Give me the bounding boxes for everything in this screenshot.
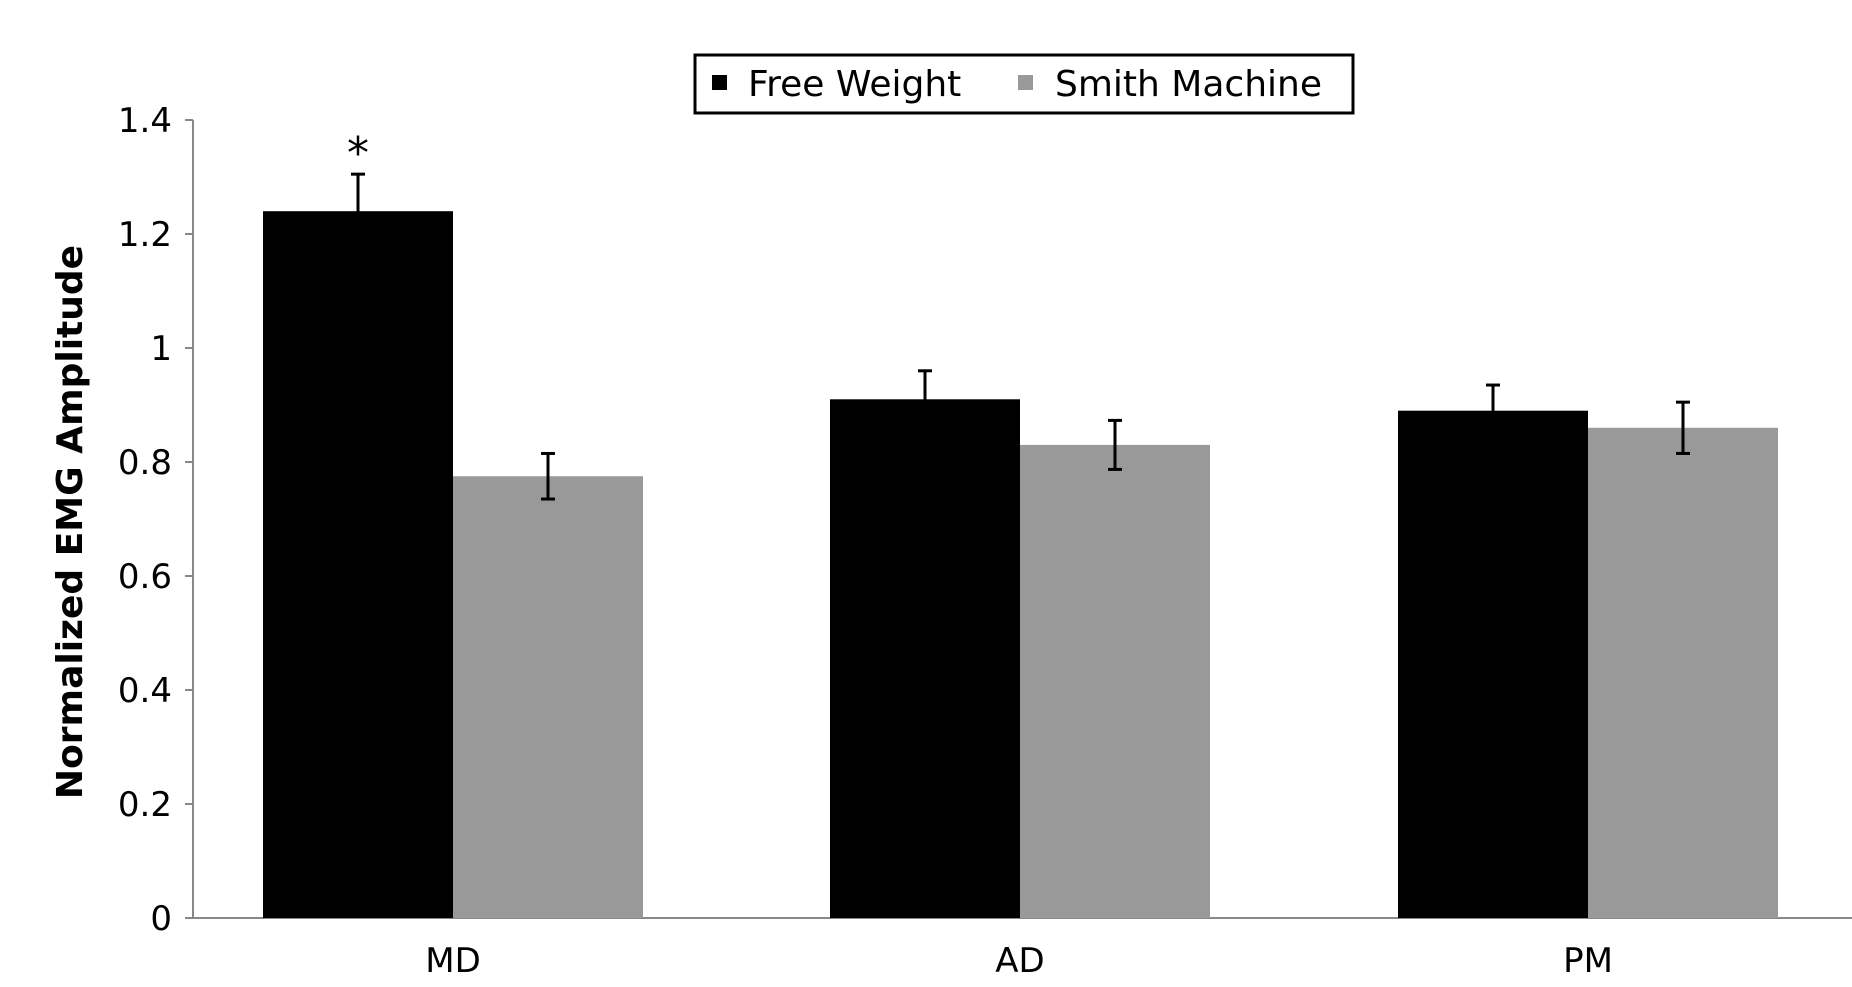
- legend-label-smith-machine: Smith Machine: [1055, 64, 1322, 105]
- y-tick-label: 0.8: [118, 443, 172, 483]
- legend: Free Weight Smith Machine: [693, 53, 1355, 115]
- legend-swatch-free-weight: [712, 75, 727, 90]
- significance-marker: *: [347, 128, 369, 179]
- x-category-label: PM: [1563, 941, 1613, 981]
- bar-pm-smith-machine: [1588, 427, 1778, 918]
- y-tick-label: 1: [150, 329, 172, 369]
- y-tick-label: 0.6: [118, 557, 172, 597]
- x-category-label: MD: [425, 941, 481, 981]
- bar-ad-free-weight: [830, 399, 1020, 918]
- y-tick-label: 0: [150, 899, 172, 939]
- x-category-label: AD: [995, 941, 1044, 981]
- y-tick-label: 1.2: [118, 215, 172, 255]
- bar-ad-smith-machine: [1020, 444, 1210, 918]
- y-axis-label: Normalized EMG Amplitude: [50, 245, 91, 799]
- bar-md-smith-machine: [453, 476, 643, 918]
- plot-area: 0 0.2 0.4 0.6 0.8 1 1.2 1.4 * MD AD PM: [118, 101, 1852, 981]
- y-tick-label: 0.4: [118, 671, 172, 711]
- y-tick-label: 0.2: [118, 785, 172, 825]
- legend-swatch-smith-machine: [1018, 75, 1033, 90]
- y-tick-label: 1.4: [118, 101, 172, 141]
- bar-pm-free-weight: [1398, 410, 1588, 918]
- legend-label-free-weight: Free Weight: [748, 64, 961, 105]
- bar-md-free-weight: [263, 211, 453, 918]
